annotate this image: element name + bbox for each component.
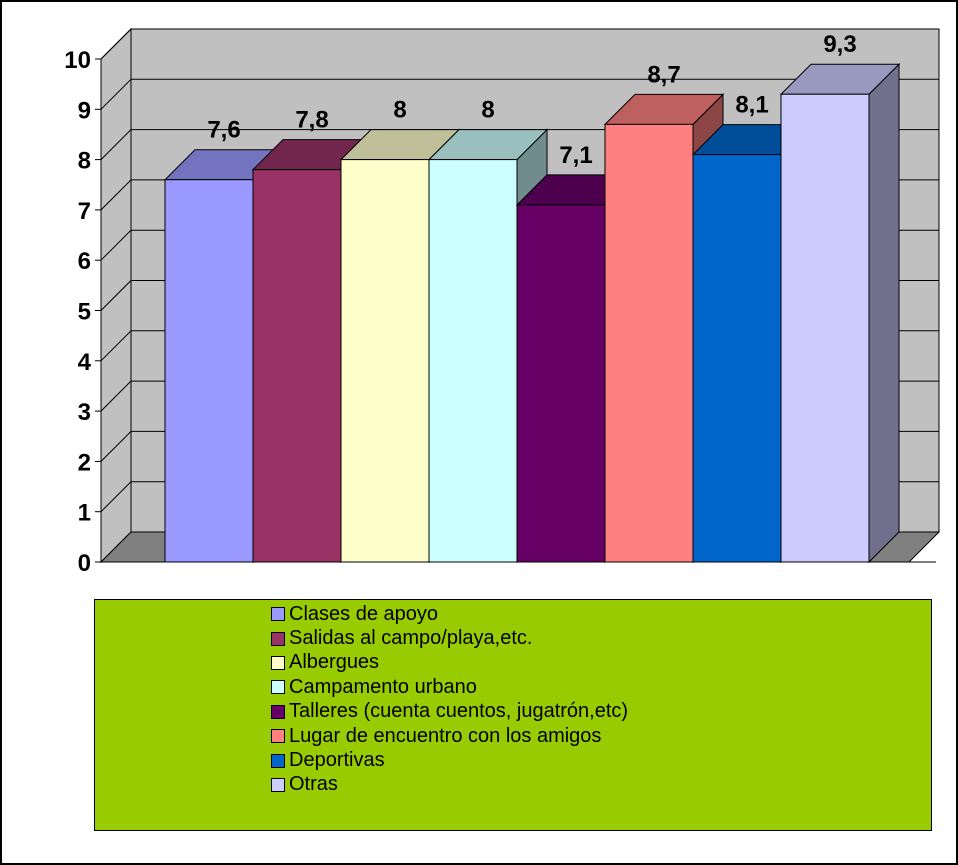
- y-tick-label: 6: [78, 248, 91, 275]
- y-tick-label: 2: [78, 449, 91, 476]
- chart-plot: 0 1 2 3 4 5 6 7 8 9 10 7,6 7,8 8 8 7,1 8,7 8,1 9,3: [64, 27, 941, 577]
- y-tick-label: 8: [78, 148, 91, 175]
- data-label: 9,3: [823, 31, 856, 58]
- data-label: 7,1: [559, 142, 592, 169]
- legend-swatch: [271, 655, 285, 670]
- legend-item: Salidas al campo/playa,etc.: [271, 626, 628, 650]
- data-label: 8: [393, 97, 406, 124]
- legend-swatch: [271, 680, 285, 695]
- bars: [163, 63, 901, 564]
- legend-list: Clases de apoyo Salidas al campo/playa,et…: [271, 602, 628, 797]
- y-tick-label: 5: [78, 299, 91, 326]
- legend-item: Talleres (cuenta cuentos, jugatrón,etc): [271, 700, 628, 724]
- data-label: 8,1: [735, 92, 768, 119]
- bar: [428, 159, 518, 563]
- gridline-diagonal: [100, 481, 132, 513]
- legend-label: Salidas al campo/playa,etc.: [289, 627, 533, 650]
- bar: [692, 154, 782, 563]
- data-label: 7,6: [207, 117, 240, 144]
- gridline-diagonal: [100, 330, 132, 362]
- y-tick-label: 0: [78, 550, 91, 577]
- legend-item: Otras: [271, 773, 628, 797]
- bar: [780, 93, 870, 563]
- gridline-diagonal: [100, 280, 132, 311]
- gridline-diagonal: [100, 28, 132, 60]
- bar: [340, 159, 430, 563]
- gridline-diagonal: [100, 129, 132, 160]
- y-tick-label: 3: [78, 399, 91, 426]
- bar: [252, 169, 342, 563]
- legend-swatch: [271, 753, 285, 768]
- legend-swatch: [271, 704, 285, 719]
- gridline-diagonal: [100, 431, 132, 462]
- legend-item: Clases de apoyo: [271, 602, 628, 626]
- legend-item: Albergues: [271, 651, 628, 675]
- legend-item: Deportivas: [271, 748, 628, 772]
- gridline-diagonal: [100, 229, 132, 261]
- y-tick-label: 1: [78, 500, 91, 527]
- legend-swatch: [271, 729, 285, 744]
- legend-swatch: [271, 631, 285, 646]
- data-label: 7,8: [295, 107, 328, 134]
- legend-item: Campamento urbano: [271, 675, 628, 699]
- legend-swatch: [271, 777, 285, 792]
- legend-label: Lugar de encuentro con los amigos: [289, 724, 602, 747]
- legend-label: Deportivas: [289, 749, 385, 772]
- bar: [164, 179, 254, 563]
- bar: [516, 204, 606, 563]
- gridline-diagonal: [100, 78, 132, 110]
- gridline-diagonal: [100, 179, 132, 211]
- gridline-diagonal: [100, 380, 132, 412]
- legend-swatch: [271, 607, 285, 622]
- legend-label: Talleres (cuenta cuentos, jugatrón,etc): [289, 700, 629, 723]
- data-label: 8,7: [647, 61, 680, 88]
- legend-label: Campamento urbano: [289, 675, 477, 698]
- legend-label: Albergues: [289, 651, 380, 674]
- data-label: 8: [481, 97, 494, 124]
- y-tick-label: 10: [64, 47, 91, 74]
- y-tick-label: 4: [78, 349, 92, 376]
- legend: Clases de apoyo Salidas al campo/playa,et…: [94, 599, 932, 831]
- y-tick-label: 9: [78, 97, 91, 124]
- bar-side: [868, 63, 900, 564]
- bar: [604, 123, 694, 563]
- legend-label: Clases de apoyo: [289, 602, 438, 625]
- y-tick-label: 7: [78, 198, 91, 225]
- legend-label: Otras: [289, 773, 338, 796]
- legend-item: Lugar de encuentro con los amigos: [271, 724, 628, 748]
- data-labels: 7,6 7,8 8 8 7,1 8,7 8,1 9,3: [207, 31, 856, 169]
